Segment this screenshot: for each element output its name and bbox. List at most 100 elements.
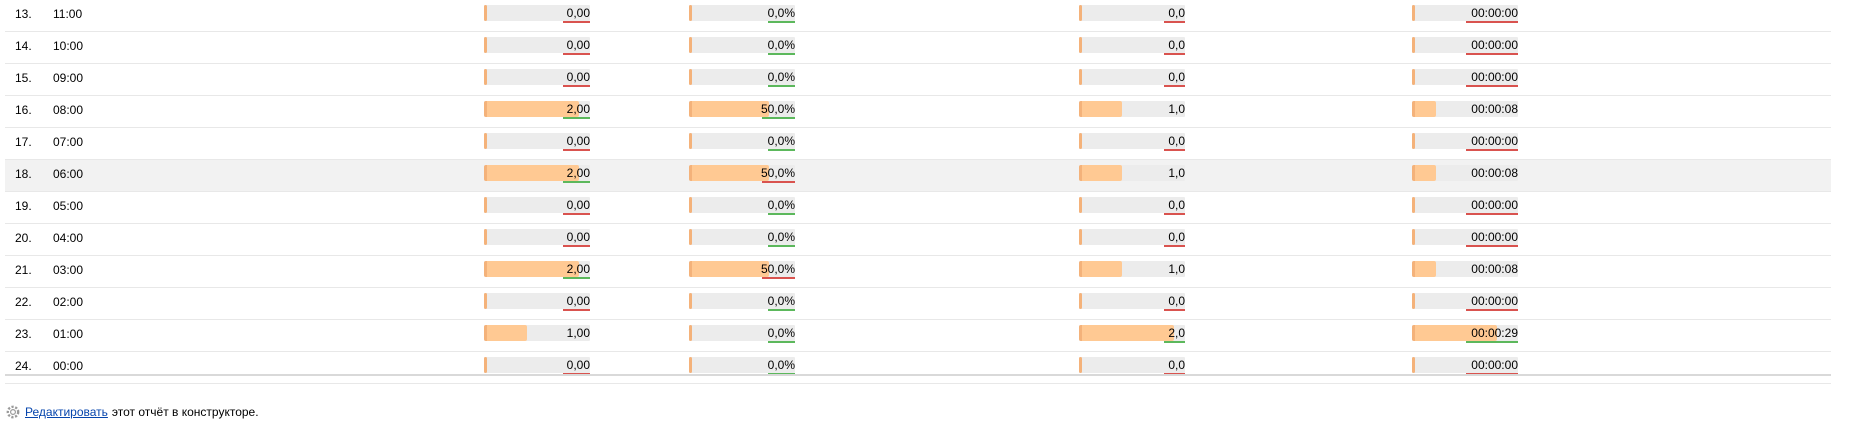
- metric-value: 0,00: [566, 358, 590, 372]
- bar-track: [484, 293, 590, 309]
- metric-cell-share: 0,0%: [689, 5, 795, 23]
- metric-value: 00:00:08: [1471, 102, 1518, 116]
- trend-underline-red: [563, 245, 590, 247]
- metric-value: 00:00:00: [1471, 230, 1518, 244]
- metric-cell-hits: 1,00: [484, 325, 590, 341]
- trend-underline-green: [768, 149, 795, 151]
- metric-cell-hits: 0,00: [484, 5, 590, 23]
- metric-cell-share: 0,0%: [689, 197, 795, 215]
- bar-fill: [689, 357, 692, 373]
- bar-fill: [1412, 325, 1497, 341]
- bar-track: [1412, 165, 1518, 181]
- trend-underline-green: [563, 117, 590, 119]
- metric-value: 0,0: [1168, 70, 1185, 84]
- bar-fill: [1079, 357, 1082, 373]
- row-hour: 11:00: [53, 7, 83, 21]
- trend-underline-red: [1164, 149, 1185, 151]
- bar-fill: [484, 357, 487, 373]
- row-number: 18.: [15, 167, 32, 181]
- trend-underline-red: [563, 85, 590, 87]
- metric-cell-share: 50,0%: [689, 261, 795, 279]
- metric-value: 0,0: [1168, 230, 1185, 244]
- metric-value: 1,00: [566, 326, 590, 340]
- bar-fill: [1079, 165, 1122, 181]
- bar-track: [1079, 197, 1185, 213]
- bar-fill: [689, 293, 692, 309]
- trend-underline-red: [762, 181, 795, 183]
- trend-underline-green: [1164, 341, 1185, 343]
- bar-fill: [484, 229, 487, 245]
- row-number: 23.: [15, 327, 32, 341]
- metric-value: 00:00:00: [1471, 358, 1518, 372]
- bar-fill: [1412, 165, 1436, 181]
- metric-cell-duration: 00:00:00: [1412, 133, 1518, 151]
- footer-text: этот отчёт в конструкторе.: [111, 405, 259, 419]
- metric-value: 0,00: [566, 230, 590, 244]
- bar-track: [1412, 69, 1518, 85]
- bar-track: [689, 325, 795, 341]
- metric-cell-hits: 0,00: [484, 197, 590, 215]
- metric-cell-depth: 0,0: [1079, 69, 1185, 87]
- bar-fill: [1079, 293, 1082, 309]
- metric-value: 1,0: [1168, 166, 1185, 180]
- bar-fill: [689, 229, 692, 245]
- table-row: 21. 03:00 2,00 50,0% 1,0 00:00:08: [5, 256, 1831, 288]
- trend-underline-red: [1164, 213, 1185, 215]
- metric-cell-duration: 00:00:08: [1412, 261, 1518, 277]
- metric-value: 00:00:00: [1471, 294, 1518, 308]
- metric-value: 2,00: [566, 166, 590, 180]
- bar-fill: [484, 293, 487, 309]
- trend-underline-green: [1466, 341, 1518, 343]
- bar-fill: [484, 197, 487, 213]
- table-bottom-divider: [5, 374, 1831, 376]
- table-row: 13. 11:00 0,00 0,0% 0,0 00:00:00: [5, 0, 1831, 32]
- trend-underline-red: [563, 53, 590, 55]
- trend-underline-red: [1466, 21, 1518, 23]
- bar-fill: [1412, 37, 1415, 53]
- metric-value: 0,0: [1168, 198, 1185, 212]
- edit-report-link[interactable]: Редактировать: [25, 405, 108, 419]
- trend-underline-red: [1164, 85, 1185, 87]
- row-hour: 10:00: [53, 39, 84, 53]
- bar-track: [689, 197, 795, 213]
- bar-track: [1412, 293, 1518, 309]
- metric-cell-share: 0,0%: [689, 133, 795, 151]
- metric-cell-depth: 1,0: [1079, 165, 1185, 181]
- bar-track: [1412, 261, 1518, 277]
- bar-track: [689, 5, 795, 21]
- bar-fill: [689, 101, 769, 117]
- report-table: 13. 11:00 0,00 0,0% 0,0 00:00:00 14. 10:00 0,00 0…: [5, 0, 1831, 384]
- metric-value: 0,0%: [767, 6, 795, 20]
- bar-track: [1412, 5, 1518, 21]
- metric-value: 50,0%: [760, 102, 795, 116]
- bar-track: [1079, 133, 1185, 149]
- bar-fill: [689, 37, 692, 53]
- bar-fill: [1412, 261, 1436, 277]
- metric-value: 2,00: [566, 102, 590, 116]
- bar-track: [1079, 229, 1185, 245]
- bar-track: [1412, 357, 1518, 373]
- bar-track: [1412, 37, 1518, 53]
- metric-cell-hits: 0,00: [484, 293, 590, 311]
- metric-cell-depth: 0,0: [1079, 5, 1185, 23]
- table-row: 17. 07:00 0,00 0,0% 0,0 00:00:00: [5, 128, 1831, 160]
- trend-underline-red: [1164, 245, 1185, 247]
- trend-underline-red: [1466, 213, 1518, 215]
- metric-value: 50,0%: [760, 166, 795, 180]
- bar-track: [689, 357, 795, 373]
- metric-value: 0,00: [566, 6, 590, 20]
- metric-cell-hits: 2,00: [484, 165, 590, 183]
- metric-value: 0,0%: [767, 38, 795, 52]
- metric-value: 0,0: [1168, 38, 1185, 52]
- bar-fill: [484, 5, 487, 21]
- metric-cell-depth: 0,0: [1079, 229, 1185, 247]
- table-row: 22. 02:00 0,00 0,0% 0,0 00:00:00: [5, 288, 1831, 320]
- metric-value: 00:00:00: [1471, 134, 1518, 148]
- bar-fill: [1079, 69, 1082, 85]
- bar-track: [1079, 357, 1185, 373]
- metric-cell-share: 0,0%: [689, 229, 795, 247]
- metric-cell-share: 0,0%: [689, 325, 795, 343]
- bar-track: [1412, 229, 1518, 245]
- metric-cell-hits: 0,00: [484, 357, 590, 375]
- trend-underline-red: [563, 213, 590, 215]
